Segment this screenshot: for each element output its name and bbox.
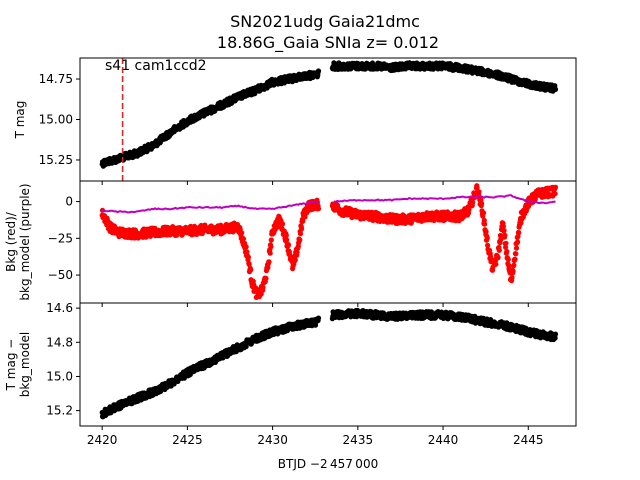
data-point	[480, 210, 487, 216]
data-point	[496, 247, 502, 253]
data-point	[500, 223, 506, 229]
bottom-series-0	[99, 307, 559, 420]
panel-bottom: 14.6 14.8 15.0 15.2 2420 2425 2430 2435 2440 2445…	[4, 301, 577, 447]
data-point	[503, 244, 509, 250]
data-point	[501, 227, 507, 234]
chart-title-line1: SN2021udg Gaia21dmc	[230, 12, 420, 31]
data-point	[552, 331, 559, 337]
y-tick-label: 14.75	[39, 72, 73, 86]
data-point	[181, 375, 187, 381]
panel-middle: 0 −25 −50 Bkg (red)/bkg_model (purple)	[4, 180, 577, 307]
data-point	[516, 230, 522, 236]
data-point	[474, 185, 480, 191]
data-point	[483, 229, 489, 235]
data-point	[284, 237, 290, 243]
top-plot-area	[99, 60, 559, 169]
data-point	[484, 235, 490, 241]
data-point	[513, 251, 519, 257]
data-point	[509, 275, 515, 281]
data-point	[299, 226, 305, 232]
data-point	[285, 242, 292, 248]
data-point	[297, 237, 303, 243]
data-point	[515, 239, 521, 245]
data-point	[315, 68, 322, 74]
y-tick-label: 0	[65, 195, 73, 209]
data-point	[240, 236, 247, 242]
data-point	[502, 232, 508, 238]
data-point	[297, 231, 304, 237]
x-tick-label: 2440	[428, 433, 459, 447]
data-point	[504, 248, 510, 255]
y-tick-label: 15.2	[46, 404, 73, 418]
middle-y-axis-label: Bkg (red)/	[4, 211, 18, 272]
data-point	[485, 242, 491, 248]
data-point	[513, 245, 520, 251]
data-point	[263, 275, 269, 281]
data-point	[315, 315, 322, 321]
y-tick-label: −50	[48, 268, 73, 282]
data-point	[552, 191, 558, 197]
bottom-y-axis-label: T mag −	[4, 339, 18, 392]
y-tick-label: 14.8	[46, 335, 73, 349]
data-point	[248, 267, 254, 273]
data-point	[239, 230, 245, 236]
y-tick-label: 15.0	[46, 369, 73, 383]
middle-series-bkg	[99, 183, 559, 300]
data-point	[552, 86, 559, 92]
chart-title-line2: 18.86G_Gaia SNIa z= 0.012	[217, 33, 439, 53]
data-point	[552, 335, 558, 341]
data-point	[493, 261, 499, 267]
data-point	[245, 254, 251, 260]
bottom-plot-area	[99, 307, 559, 420]
x-tick-label: 2430	[257, 433, 288, 447]
bkg-model-line-0	[101, 200, 319, 214]
y-tick-label: 15.00	[39, 113, 73, 127]
x-tick-label: 2435	[343, 433, 374, 447]
middle-plot-area	[99, 183, 559, 300]
annotation-label: s41 cam1ccd2	[105, 58, 207, 74]
y-tick-label: 14.6	[46, 301, 73, 315]
data-point	[315, 206, 322, 212]
data-point	[302, 214, 308, 220]
y-tick-label: 15.25	[39, 153, 73, 167]
top-y-axis-label: T mag	[13, 101, 27, 140]
bottom-y-axis-label: bkg_model	[18, 332, 32, 398]
data-point	[294, 249, 300, 255]
panel-top: 14.75 15.00 15.25 T mag	[13, 57, 577, 185]
data-point	[292, 257, 298, 263]
data-point	[283, 232, 289, 239]
data-point	[300, 218, 306, 224]
bkg-model-line-1	[333, 194, 556, 205]
data-point	[482, 221, 488, 227]
data-point	[266, 259, 272, 265]
data-point	[246, 261, 252, 267]
data-point	[552, 184, 559, 190]
data-point	[244, 249, 250, 255]
x-tick-label: 2445	[513, 433, 544, 447]
x-tick-label: 2425	[172, 433, 203, 447]
data-point	[511, 262, 517, 268]
data-point	[476, 189, 482, 195]
data-point	[512, 256, 518, 262]
data-point	[279, 221, 286, 227]
data-point	[268, 244, 274, 250]
x-tick-label: 2420	[87, 433, 118, 447]
middle-y-axis-label: bkg_model (purple)	[18, 183, 32, 300]
x-axis-label: BTJD −2 457 000	[278, 457, 378, 471]
bottom-frame	[79, 302, 577, 427]
data-point	[479, 201, 485, 207]
top-series-0	[99, 60, 559, 169]
data-point	[267, 250, 273, 256]
data-point	[274, 224, 280, 230]
data-point	[268, 237, 274, 243]
data-point	[495, 254, 501, 260]
data-point	[510, 268, 516, 274]
data-point	[505, 256, 511, 262]
middle-series-bkg_model	[101, 194, 556, 214]
data-point	[260, 284, 266, 291]
data-point	[503, 240, 509, 246]
data-point	[243, 244, 249, 250]
y-tick-label: −25	[48, 231, 73, 245]
